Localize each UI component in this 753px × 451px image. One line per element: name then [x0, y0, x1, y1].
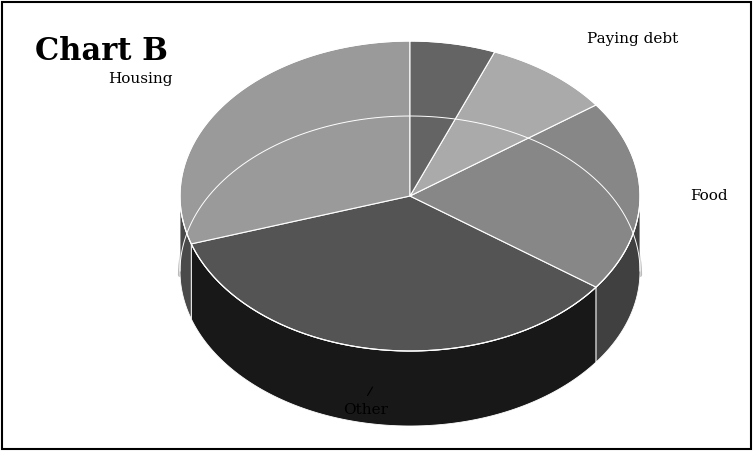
Polygon shape	[410, 105, 640, 287]
Polygon shape	[410, 41, 495, 196]
Text: Other: Other	[343, 403, 389, 417]
Text: Medical: Medical	[431, 0, 493, 1]
Polygon shape	[191, 196, 596, 351]
Text: Housing: Housing	[108, 72, 173, 87]
Polygon shape	[191, 244, 596, 426]
Text: Paying debt: Paying debt	[587, 32, 678, 46]
Polygon shape	[410, 52, 596, 196]
Polygon shape	[180, 198, 191, 319]
Polygon shape	[596, 197, 640, 362]
Text: Food: Food	[691, 189, 728, 203]
Text: Chart B: Chart B	[35, 36, 168, 67]
Polygon shape	[180, 41, 410, 244]
